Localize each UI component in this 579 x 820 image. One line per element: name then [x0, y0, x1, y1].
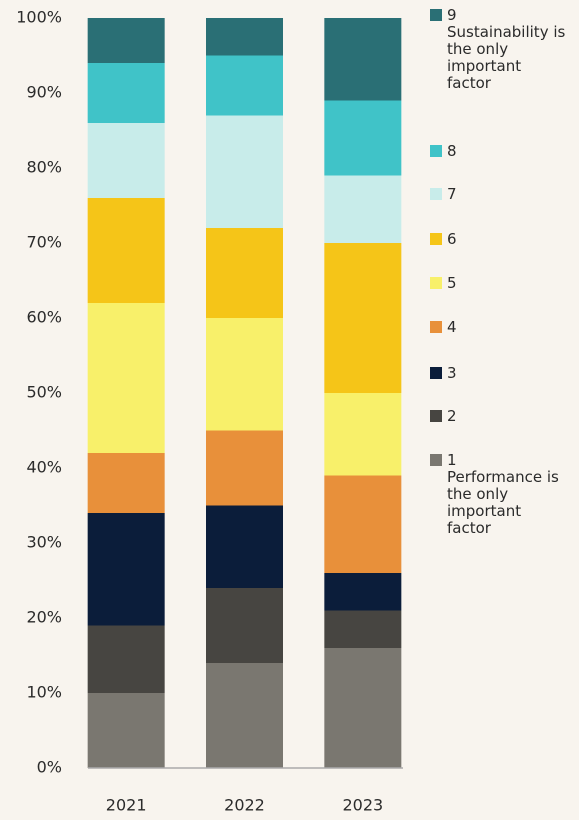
- legend-swatch: [430, 277, 442, 289]
- legend-swatch: [430, 321, 442, 333]
- bar-segment: [206, 318, 283, 431]
- bar-segment: [206, 228, 283, 318]
- legend-label: 8: [447, 142, 457, 160]
- legend-swatch: [430, 188, 442, 200]
- legend-label: 1: [447, 451, 457, 469]
- bar-segment: [324, 18, 402, 101]
- legend-item: 1 Performance is the only important facto…: [430, 452, 570, 537]
- bar-segment: [324, 573, 402, 611]
- bar-segment: [87, 625, 165, 693]
- legend-label: 3: [447, 364, 457, 382]
- bar-segment: [206, 115, 283, 228]
- legend-item: 4: [430, 319, 570, 336]
- bar-segment: [206, 18, 283, 56]
- y-tick-label: 0%: [37, 758, 62, 777]
- y-tick-label: 10%: [26, 683, 62, 702]
- x-tick-label: 2023: [342, 796, 383, 815]
- legend-item: 3: [430, 365, 570, 382]
- bar-segment: [324, 393, 402, 476]
- bar-segment: [87, 513, 165, 626]
- y-tick-label: 70%: [26, 233, 62, 252]
- legend-item: 5: [430, 275, 570, 292]
- bar-segment: [206, 55, 283, 116]
- bar-segment: [206, 430, 283, 506]
- bar-segment: [324, 610, 402, 648]
- bar-segment: [87, 453, 165, 513]
- legend-item: 7: [430, 186, 570, 203]
- legend-label: 2: [447, 407, 457, 425]
- legend-label: 7: [447, 185, 457, 203]
- bar-segment: [324, 475, 402, 573]
- bar-segment: [324, 175, 402, 243]
- bar-segment: [206, 588, 283, 663]
- legend-swatch: [430, 454, 442, 466]
- legend-label: 6: [447, 230, 457, 248]
- legend-swatch: [430, 145, 442, 157]
- bar-segment: [324, 648, 402, 768]
- y-tick-label: 40%: [26, 458, 62, 477]
- legend-item: 2: [430, 408, 570, 425]
- legend-label: 4: [447, 318, 457, 336]
- y-tick-label: 20%: [26, 608, 62, 627]
- bar-segment: [87, 123, 165, 198]
- y-tick-label: 100%: [16, 8, 62, 27]
- bar-segment: [87, 693, 165, 768]
- chart: 0% 10% 20% 30% 40% 50% 60% 70% 80% 90% 100% 2021 202…: [16, 8, 403, 815]
- bar-segment: [324, 243, 402, 393]
- legend-swatch: [430, 233, 442, 245]
- bar-segment: [87, 63, 165, 123]
- bar-segment: [87, 18, 165, 63]
- bar-segment: [87, 303, 165, 453]
- x-tick-label: 2021: [106, 796, 147, 815]
- y-tick-label: 30%: [26, 533, 62, 552]
- y-tick-label: 50%: [26, 383, 62, 402]
- y-tick-label: 60%: [26, 308, 62, 327]
- legend-note: Sustainability is the only important fac…: [447, 23, 566, 92]
- legend-item: 9 Sustainability is the only important fa…: [430, 7, 570, 92]
- bar-segment: [324, 100, 402, 176]
- bar-segment: [206, 663, 283, 768]
- legend-item: 6: [430, 231, 570, 248]
- y-tick-label: 90%: [26, 83, 62, 102]
- legend-item: 8: [430, 143, 570, 160]
- bar-segment: [206, 505, 283, 588]
- legend-label: 9: [447, 6, 457, 24]
- bar-segment: [87, 198, 165, 303]
- y-tick-label: 80%: [26, 158, 62, 177]
- legend-note: Performance is the only important factor: [447, 468, 559, 537]
- legend-swatch: [430, 367, 442, 379]
- legend-swatch: [430, 410, 442, 422]
- legend-swatch: [430, 9, 442, 21]
- legend-label: 5: [447, 274, 457, 292]
- x-tick-label: 2022: [224, 796, 265, 815]
